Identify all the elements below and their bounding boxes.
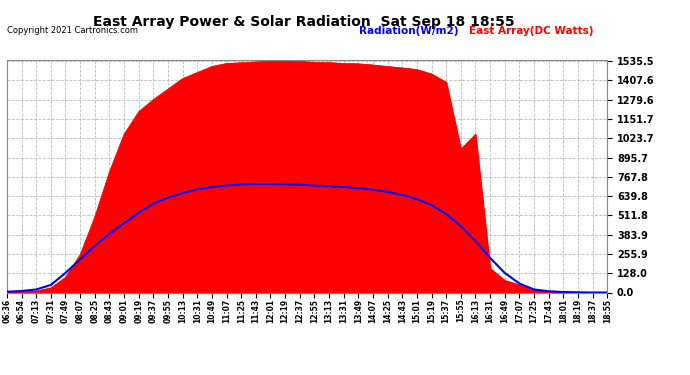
Text: Copyright 2021 Cartronics.com: Copyright 2021 Cartronics.com	[7, 26, 138, 35]
Text: East Array Power & Solar Radiation  Sat Sep 18 18:55: East Array Power & Solar Radiation Sat S…	[92, 15, 515, 29]
Text: East Array(DC Watts): East Array(DC Watts)	[469, 26, 593, 36]
Text: Radiation(W/m2): Radiation(W/m2)	[359, 26, 458, 36]
